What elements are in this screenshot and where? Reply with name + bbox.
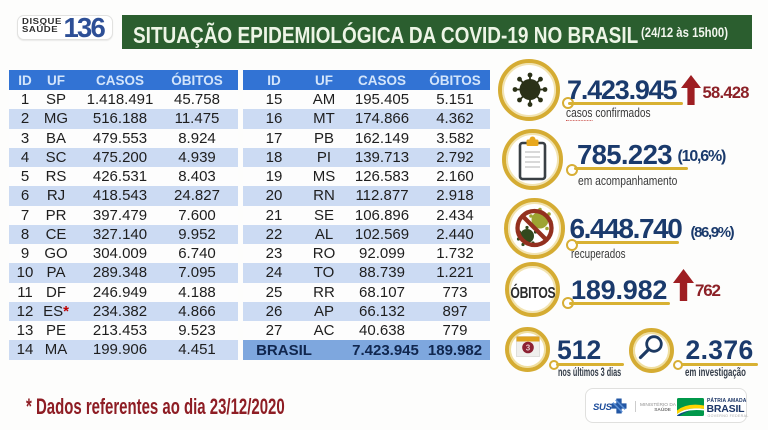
svg-text:3: 3 [526, 343, 531, 352]
